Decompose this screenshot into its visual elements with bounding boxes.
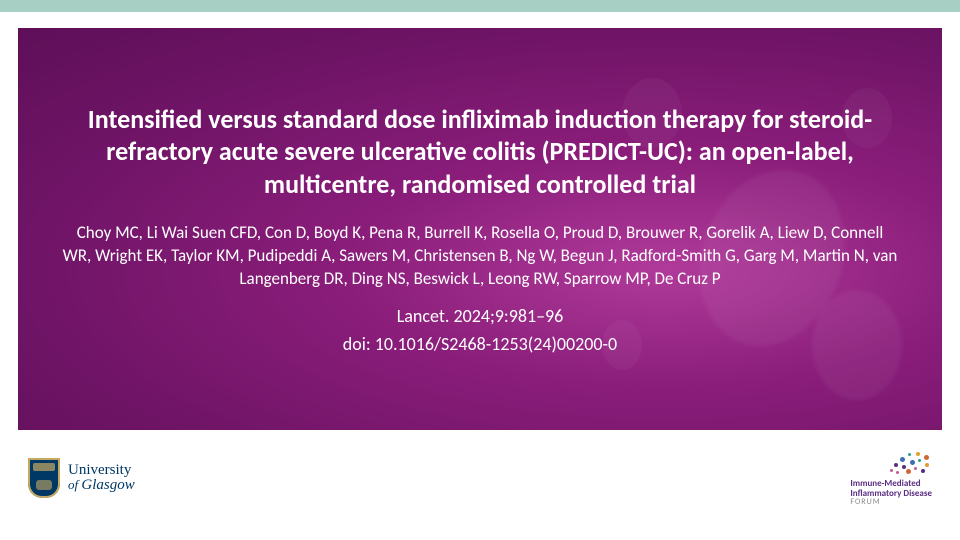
forum-logo: Immune-Mediated Inflammatory Disease FOR…: [850, 449, 932, 508]
university-name-line1: University: [68, 463, 135, 478]
author-list: Choy MC, Li Wai Suen CFD, Con D, Boyd K,…: [62, 222, 898, 291]
university-logo: University of Glasgow: [28, 458, 135, 498]
university-name: University of Glasgow: [68, 463, 135, 493]
title-panel: Intensified versus standard dose inflixi…: [18, 28, 942, 430]
forum-line3: FORUM: [850, 498, 932, 507]
journal-citation: Lancet. 2024;9:981–96: [397, 305, 564, 327]
forum-dots-icon: [884, 449, 932, 477]
university-crest-icon: [28, 458, 60, 498]
paper-title: Intensified versus standard dose inflixi…: [62, 103, 898, 201]
footer-bar: University of Glasgow Immune-Mediated In…: [0, 430, 960, 540]
forum-text: Immune-Mediated Inflammatory Disease FOR…: [850, 479, 932, 508]
university-name-line2: of Glasgow: [68, 478, 135, 493]
top-accent-bar: [0, 0, 960, 12]
doi-text: doi: 10.1016/S2468-1253(24)00200-0: [343, 333, 617, 355]
